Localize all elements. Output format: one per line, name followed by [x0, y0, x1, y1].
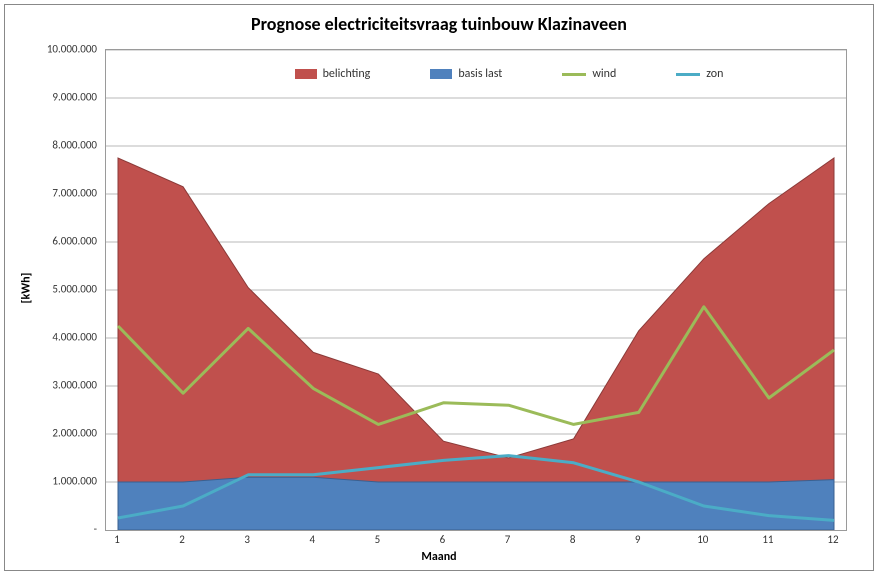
x-tick-label: 12 — [823, 533, 843, 546]
x-tick-label: 4 — [302, 533, 322, 546]
x-tick-label: 1 — [107, 533, 127, 546]
x-tick-label: 8 — [563, 533, 583, 546]
y-tick-label: 7.000.000 — [27, 187, 97, 200]
x-tick-label: 9 — [628, 533, 648, 546]
y-tick-label: 3.000.000 — [27, 379, 97, 392]
x-tick-label: 5 — [367, 533, 387, 546]
y-tick-label: 2.000.000 — [27, 427, 97, 440]
x-tick-label: 6 — [432, 533, 452, 546]
chart-title: Prognose electriciteitsvraag tuinbouw Kl… — [5, 13, 873, 35]
plot-area — [105, 49, 847, 531]
y-tick-label: 5.000.000 — [27, 283, 97, 296]
x-tick-label: 10 — [693, 533, 713, 546]
y-tick-label: - — [27, 523, 97, 536]
x-tick-label: 11 — [758, 533, 778, 546]
chart-svg — [106, 50, 846, 530]
x-tick-label: 2 — [172, 533, 192, 546]
y-tick-label: 1.000.000 — [27, 475, 97, 488]
x-axis-label: Maand — [5, 550, 873, 564]
y-tick-label: 4.000.000 — [27, 331, 97, 344]
y-tick-label: 6.000.000 — [27, 235, 97, 248]
y-tick-label: 8.000.000 — [27, 139, 97, 152]
x-tick-label: 7 — [498, 533, 518, 546]
y-tick-label: 10.000.000 — [27, 43, 97, 56]
y-tick-label: 9.000.000 — [27, 91, 97, 104]
chart-container: Prognose electriciteitsvraag tuinbouw Kl… — [4, 4, 874, 571]
x-tick-label: 3 — [237, 533, 257, 546]
